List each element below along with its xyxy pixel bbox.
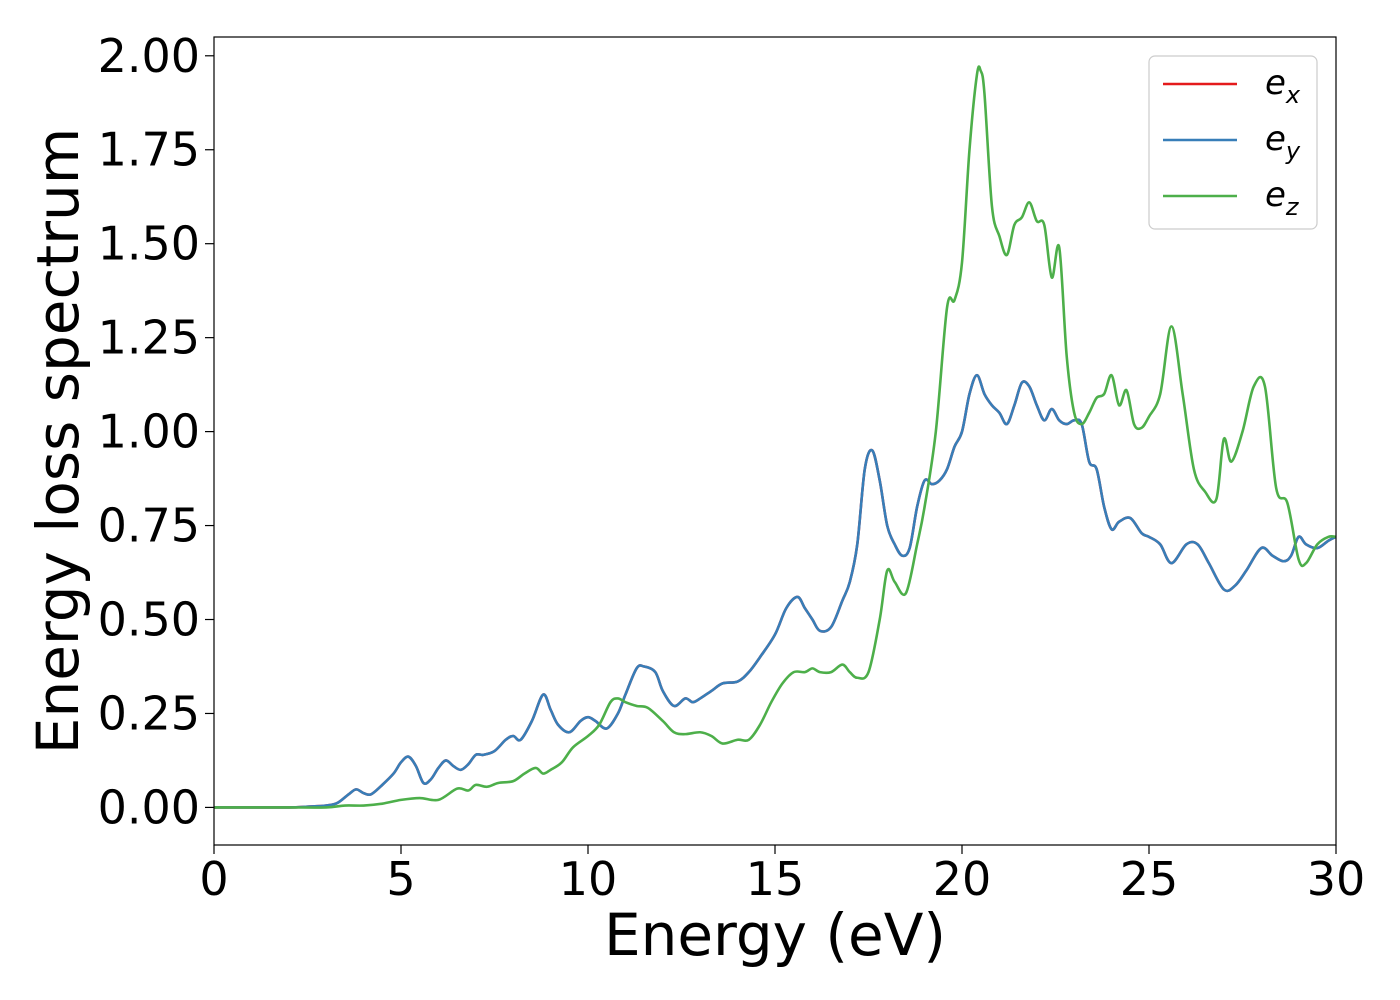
- series-line-y: [214, 373, 1336, 809]
- y-tick-label: 1.75: [98, 123, 200, 177]
- y-tick-label: 0.25: [98, 686, 200, 740]
- y-tick-label: 0.75: [98, 499, 200, 553]
- legend-label-x: ex: [1265, 63, 1301, 109]
- x-tick-label: 15: [746, 852, 805, 906]
- legend: ex ey ez: [1148, 55, 1318, 230]
- y-tick-label: 0.50: [98, 593, 200, 647]
- y-tick-label: 1.25: [98, 311, 200, 365]
- y-tick-label: 2.00: [98, 29, 200, 83]
- x-tick-label: 10: [559, 852, 618, 906]
- x-tick-label: 30: [1307, 852, 1366, 906]
- legend-label-y: ey: [1265, 119, 1301, 165]
- y-axis-ticks: 0.00 0.25 0.50 0.75 1.00 1.25 1.50 1.75 2.00: [98, 29, 214, 834]
- series-layer: [214, 65, 1336, 809]
- legend-label-z: ez: [1265, 175, 1300, 221]
- series-line-x: [214, 373, 1336, 809]
- x-tick-label: 20: [933, 852, 992, 906]
- y-tick-label: 1.00: [98, 405, 200, 459]
- y-axis-label: Energy loss spectrum: [24, 128, 92, 754]
- x-tick-label: 0: [199, 852, 228, 906]
- y-tick-label: 0.00: [98, 780, 200, 834]
- x-tick-label: 25: [1120, 852, 1179, 906]
- series-line-z: [214, 65, 1336, 809]
- x-tick-label: 5: [386, 852, 415, 906]
- legend-box: [1148, 55, 1318, 230]
- y-tick-label: 1.50: [98, 217, 200, 271]
- x-axis-ticks: 0 5 10 15 20 25 30: [199, 845, 1365, 906]
- x-axis-label: Energy (eV): [604, 901, 946, 969]
